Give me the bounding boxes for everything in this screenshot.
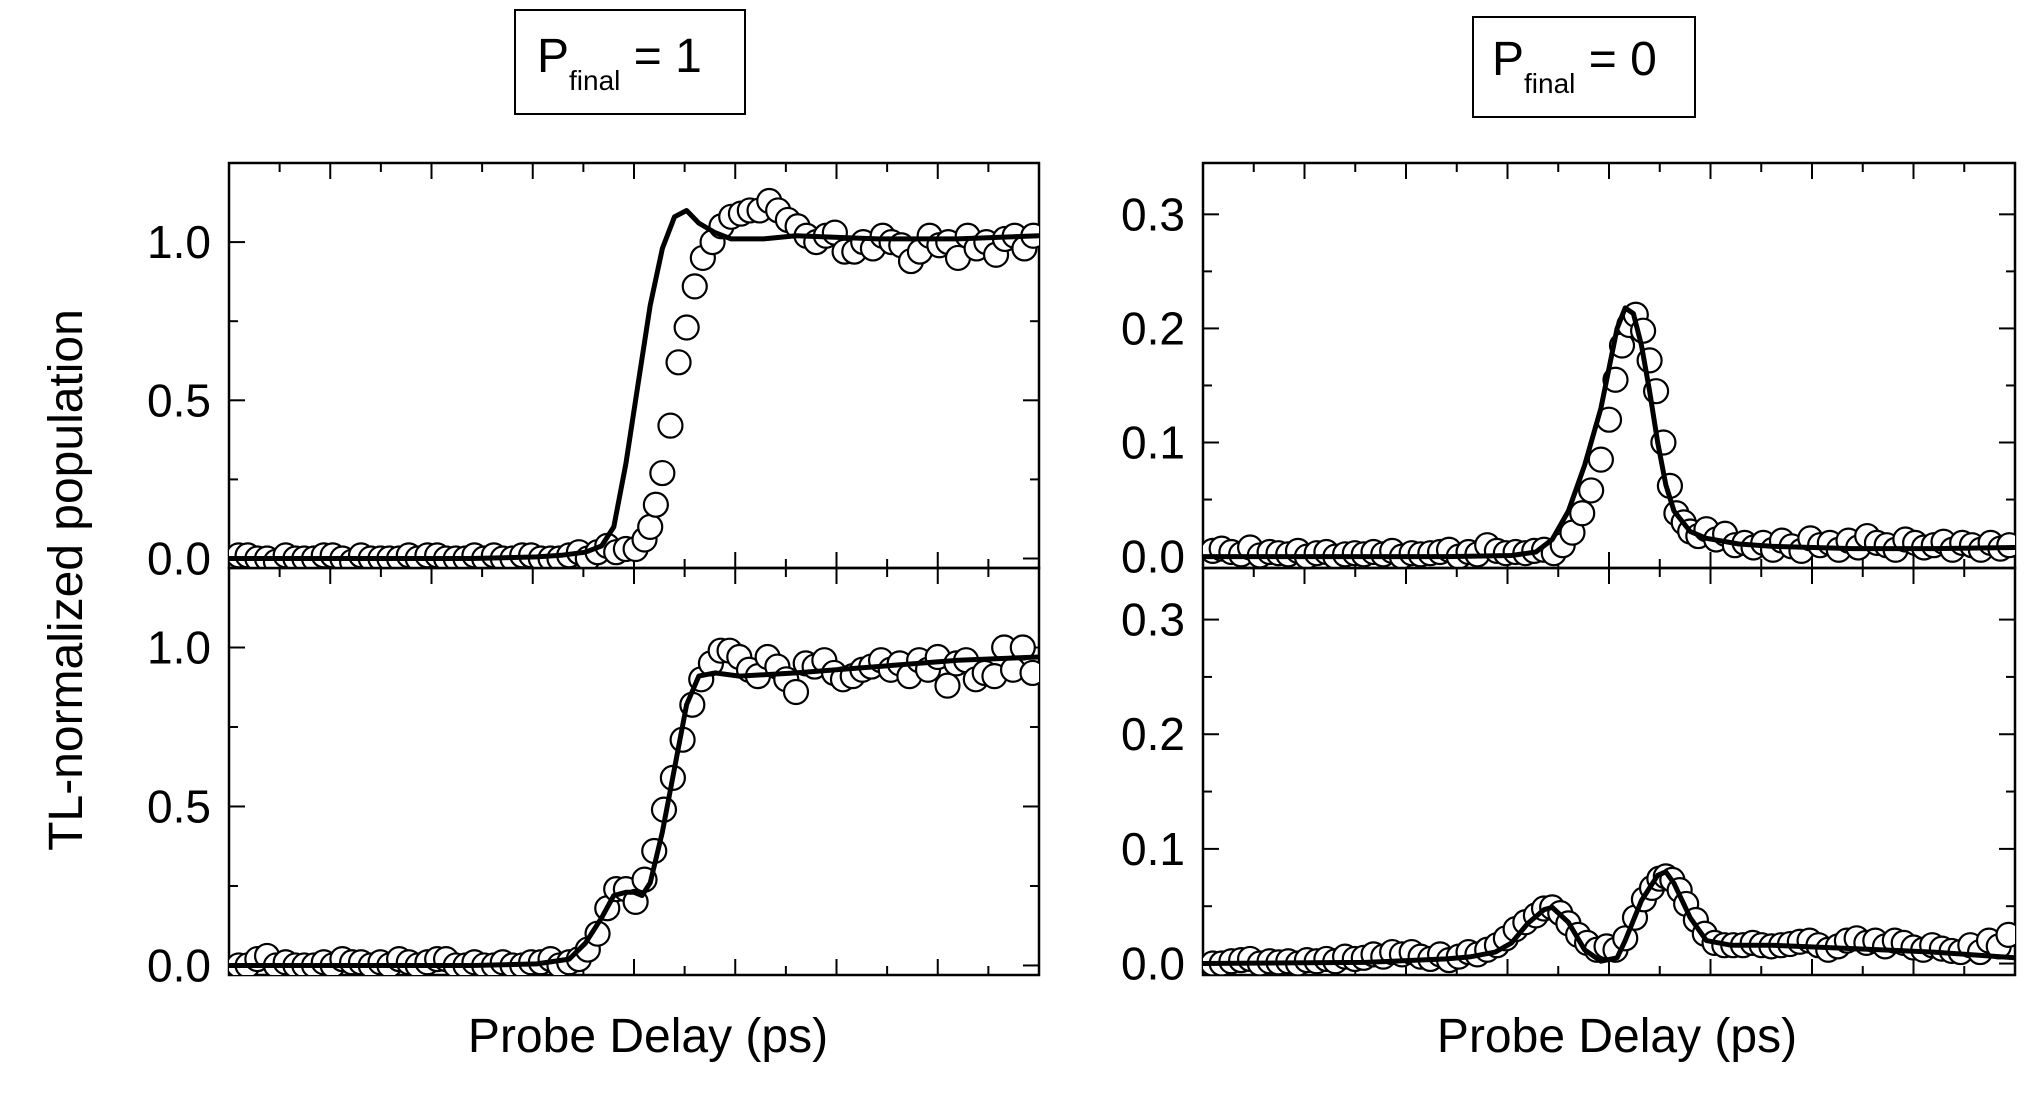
title-right-rest: = 0 [1575, 33, 1656, 86]
top-right-y-tick-label: 0.2 [1121, 302, 1185, 354]
top-right-data-point [1578, 477, 1605, 504]
top-left-data-point [681, 273, 708, 300]
top-left-data-point [665, 349, 692, 376]
top-left-data-point [673, 314, 700, 341]
top-right-fit-line [1203, 305, 2015, 560]
top-left-fit-line [229, 208, 1039, 561]
panel-bottom-right: 0.0 0.1 0.2 0.3 [1121, 566, 2017, 990]
bottom-left-data-point [934, 672, 961, 699]
top-right-y-tick-label: 0.0 [1121, 531, 1185, 583]
top-left-y-tick-label: 1.0 [147, 216, 211, 268]
top-right-plot-area [1203, 301, 2015, 568]
bottom-right-y-tick-label: 0.3 [1121, 594, 1185, 646]
title-left-rest: = 1 [620, 30, 701, 83]
svg-text:Pfinal = 0: Pfinal = 0 [1492, 33, 1657, 99]
bottom-left-y-tick-label: 0.5 [147, 780, 211, 832]
top-left-plot-area [229, 187, 1039, 568]
bottom-left-data-point [1019, 659, 1039, 687]
top-left-y-tick-label: 0.0 [147, 533, 211, 585]
top-left-y-tick-label: 0.5 [147, 374, 211, 426]
panel-bottom-left: 0.0 0.5 1.0 [147, 566, 1041, 991]
bottom-right-y-tick-label: 0.0 [1121, 938, 1185, 990]
top-right-y-tick-label: 0.1 [1121, 417, 1185, 469]
bottom-left-y-tick-label: 1.0 [147, 621, 211, 673]
bottom-left-data-point [782, 678, 810, 706]
bottom-right-data-point [1995, 921, 2015, 948]
top-left-data-point [649, 459, 676, 487]
top-left-data-point [657, 412, 684, 439]
top-left-frame [227, 161, 1041, 570]
title-left-subscript: final [569, 65, 620, 96]
top-left-data-point [642, 491, 669, 518]
bottom-right-y-tick-label: 0.2 [1121, 708, 1185, 760]
bottom-left-fit-line [229, 654, 1039, 968]
svg-text:Pfinal = 1: Pfinal = 1 [537, 30, 702, 96]
x-axis-title-left: Probe Delay (ps) [468, 1010, 828, 1063]
title-left-main: P [537, 30, 569, 83]
title-box-left: Pfinal = 1 [514, 9, 746, 115]
title-box-left-frame [514, 9, 746, 115]
y-axis-title: TL-normalized population [40, 309, 93, 851]
bottom-left-y-tick-label: 0.0 [147, 939, 211, 991]
bottom-right-y-tick-label: 0.1 [1121, 823, 1185, 875]
panel-top-right: 0.0 0.1 0.2 0.3 [1121, 161, 2017, 583]
top-right-y-tick-label: 0.3 [1121, 188, 1185, 240]
bottom-right-frame [1201, 566, 2017, 977]
top-left-data-point [637, 513, 664, 540]
title-box-right: Pfinal = 0 [1472, 16, 1696, 118]
panel-top-left: 0.0 0.5 1.0 [147, 161, 1041, 585]
bottom-right-fit-line [1203, 869, 2015, 966]
top-right-data-point [1587, 446, 1614, 473]
title-box-right-frame [1472, 16, 1696, 118]
title-right-subscript: final [1524, 68, 1575, 99]
title-right-main: P [1492, 33, 1524, 86]
bottom-left-plot-area [229, 634, 1039, 975]
bottom-right-plot-area [1203, 863, 2015, 975]
top-right-data-point [1569, 500, 1596, 527]
x-axis-title-right: Probe Delay (ps) [1437, 1010, 1797, 1063]
